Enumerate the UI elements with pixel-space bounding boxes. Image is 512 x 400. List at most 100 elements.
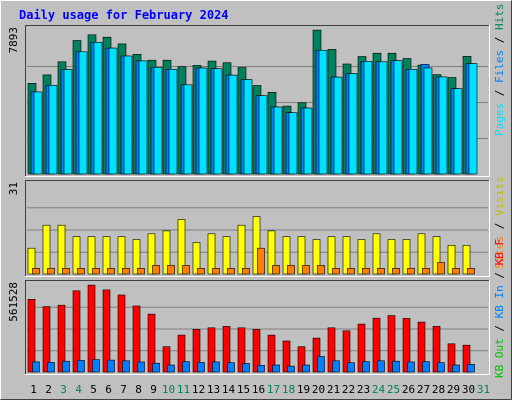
bar-pages-day-18 (288, 112, 298, 175)
bar-pages-day-29 (453, 88, 463, 175)
series-visits (27, 216, 471, 275)
x-tick-label: 13 (207, 383, 220, 396)
bar-visits-day-22 (342, 236, 351, 275)
bar-sites-day-26 (407, 267, 415, 275)
legend-entry: Hits (493, 4, 506, 37)
bar-kb_in-day-1 (32, 361, 40, 373)
bar-sites-day-25 (392, 267, 400, 275)
bar-sites-day-6 (107, 267, 115, 275)
series-sites (32, 247, 475, 275)
legend-entry: / (493, 223, 506, 236)
bar-kb_in-day-17 (272, 364, 280, 373)
bar-kb_f-day-11 (177, 334, 186, 373)
bar-pages-day-13 (213, 68, 223, 175)
bar-sites-day-14 (227, 267, 235, 275)
x-tick-label: 26 (402, 383, 415, 396)
bar-visits-day-16 (252, 216, 261, 275)
bar-kb_in-day-10 (167, 364, 175, 373)
bar-visits-day-18 (282, 236, 291, 275)
bar-visits-day-28 (432, 236, 441, 275)
bar-kb_f-day-7 (117, 294, 126, 373)
series-kb_in (32, 356, 475, 373)
bar-sites-day-2 (47, 267, 55, 275)
bar-visits-day-4 (72, 236, 81, 275)
bar-kb_f-day-12 (192, 329, 201, 373)
bar-pages-day-21 (333, 76, 343, 175)
bar-kb_in-day-28 (437, 362, 445, 373)
bar-kb_in-day-4 (77, 360, 85, 373)
bar-kb_in-day-3 (62, 360, 70, 373)
bar-kb_in-day-7 (122, 360, 130, 373)
bar-kb_in-day-14 (227, 362, 235, 373)
x-tick-label: 4 (75, 383, 82, 396)
bar-kb_in-day-21 (332, 360, 340, 373)
bar-pages-day-4 (78, 51, 88, 175)
x-tick-label: 25 (387, 383, 400, 396)
bar-kb_f-day-17 (267, 334, 276, 373)
bar-sites-day-11 (182, 265, 190, 275)
x-tick-label: 12 (192, 383, 205, 396)
panel-top: 7893 Pages / Files / Hits (7, 4, 506, 177)
bar-kb_in-day-23 (362, 361, 370, 373)
chart-panels: 7893 Pages / Files / Hits 31 Sites / Visits… (7, 4, 506, 379)
bar-visits-day-24 (372, 233, 381, 275)
x-tick-label: 1 (30, 383, 37, 396)
bar-sites-day-5 (92, 267, 100, 275)
x-tick-label: 27 (417, 383, 430, 396)
bar-visits-day-27 (417, 233, 426, 275)
bar-pages-day-7 (123, 55, 133, 175)
bar-kb_in-day-13 (212, 361, 220, 373)
x-tick-label: 23 (357, 383, 370, 396)
x-tick-label: 29 (447, 383, 460, 396)
bar-sites-day-17 (272, 265, 280, 275)
bar-pages-day-2 (48, 85, 58, 175)
bar-sites-day-29 (452, 267, 460, 275)
bar-sites-day-22 (347, 267, 355, 275)
bar-kb_f-day-6 (102, 289, 111, 373)
bar-kb_f-day-30 (462, 344, 471, 373)
x-tick-label: 14 (222, 383, 236, 396)
x-tick-label: 9 (150, 383, 157, 396)
x-tick-label: 15 (237, 383, 250, 396)
bar-pages-day-17 (273, 106, 283, 175)
panel-bottom-legend: KB Out / KB In / KB F (493, 239, 506, 378)
bar-pages-day-16 (258, 95, 268, 175)
bar-kb_f-day-26 (402, 318, 411, 373)
bar-sites-day-10 (167, 265, 175, 275)
x-tick-label: 10 (162, 383, 175, 396)
bar-kb_f-day-16 (252, 329, 261, 373)
bar-visits-day-26 (402, 239, 411, 275)
bar-pages-day-23 (363, 60, 373, 175)
legend-entry: Visits (493, 176, 506, 222)
panel-middle: 31 Sites / Visits (7, 176, 506, 277)
legend-entry: / (493, 272, 506, 285)
bar-visits-day-20 (312, 239, 321, 275)
bar-kb_f-day-13 (207, 327, 216, 373)
x-tick-label: 20 (312, 383, 325, 396)
x-tick-label: 18 (282, 383, 295, 396)
bar-pages-day-15 (243, 79, 253, 175)
bar-kb_in-day-6 (107, 359, 115, 373)
legend-entry: / (493, 325, 506, 338)
legend-entry: Pages (493, 103, 506, 136)
bar-kb_in-day-27 (422, 361, 430, 373)
bar-sites-day-30 (467, 267, 475, 275)
bar-kb_f-day-8 (132, 305, 141, 373)
bar-kb_in-day-12 (197, 362, 205, 373)
bar-visits-day-19 (297, 236, 306, 275)
bar-kb_in-day-30 (467, 363, 475, 373)
bar-visits-day-21 (327, 236, 336, 275)
legend-entry: KB In (493, 285, 506, 325)
chart-title: Daily usage for February 2024 (19, 8, 229, 22)
bar-kb_in-day-22 (347, 362, 355, 373)
x-tick-label: 24 (372, 383, 386, 396)
x-tick-label: 2 (45, 383, 52, 396)
bar-kb_f-day-27 (417, 321, 426, 373)
bar-kb_f-day-20 (312, 337, 321, 373)
bar-pages-day-27 (423, 67, 433, 175)
bar-sites-day-13 (212, 267, 220, 275)
bar-kb_in-day-9 (152, 362, 160, 373)
bar-pages-day-26 (408, 69, 418, 175)
bar-visits-day-8 (132, 239, 141, 275)
bar-sites-day-8 (137, 267, 145, 275)
